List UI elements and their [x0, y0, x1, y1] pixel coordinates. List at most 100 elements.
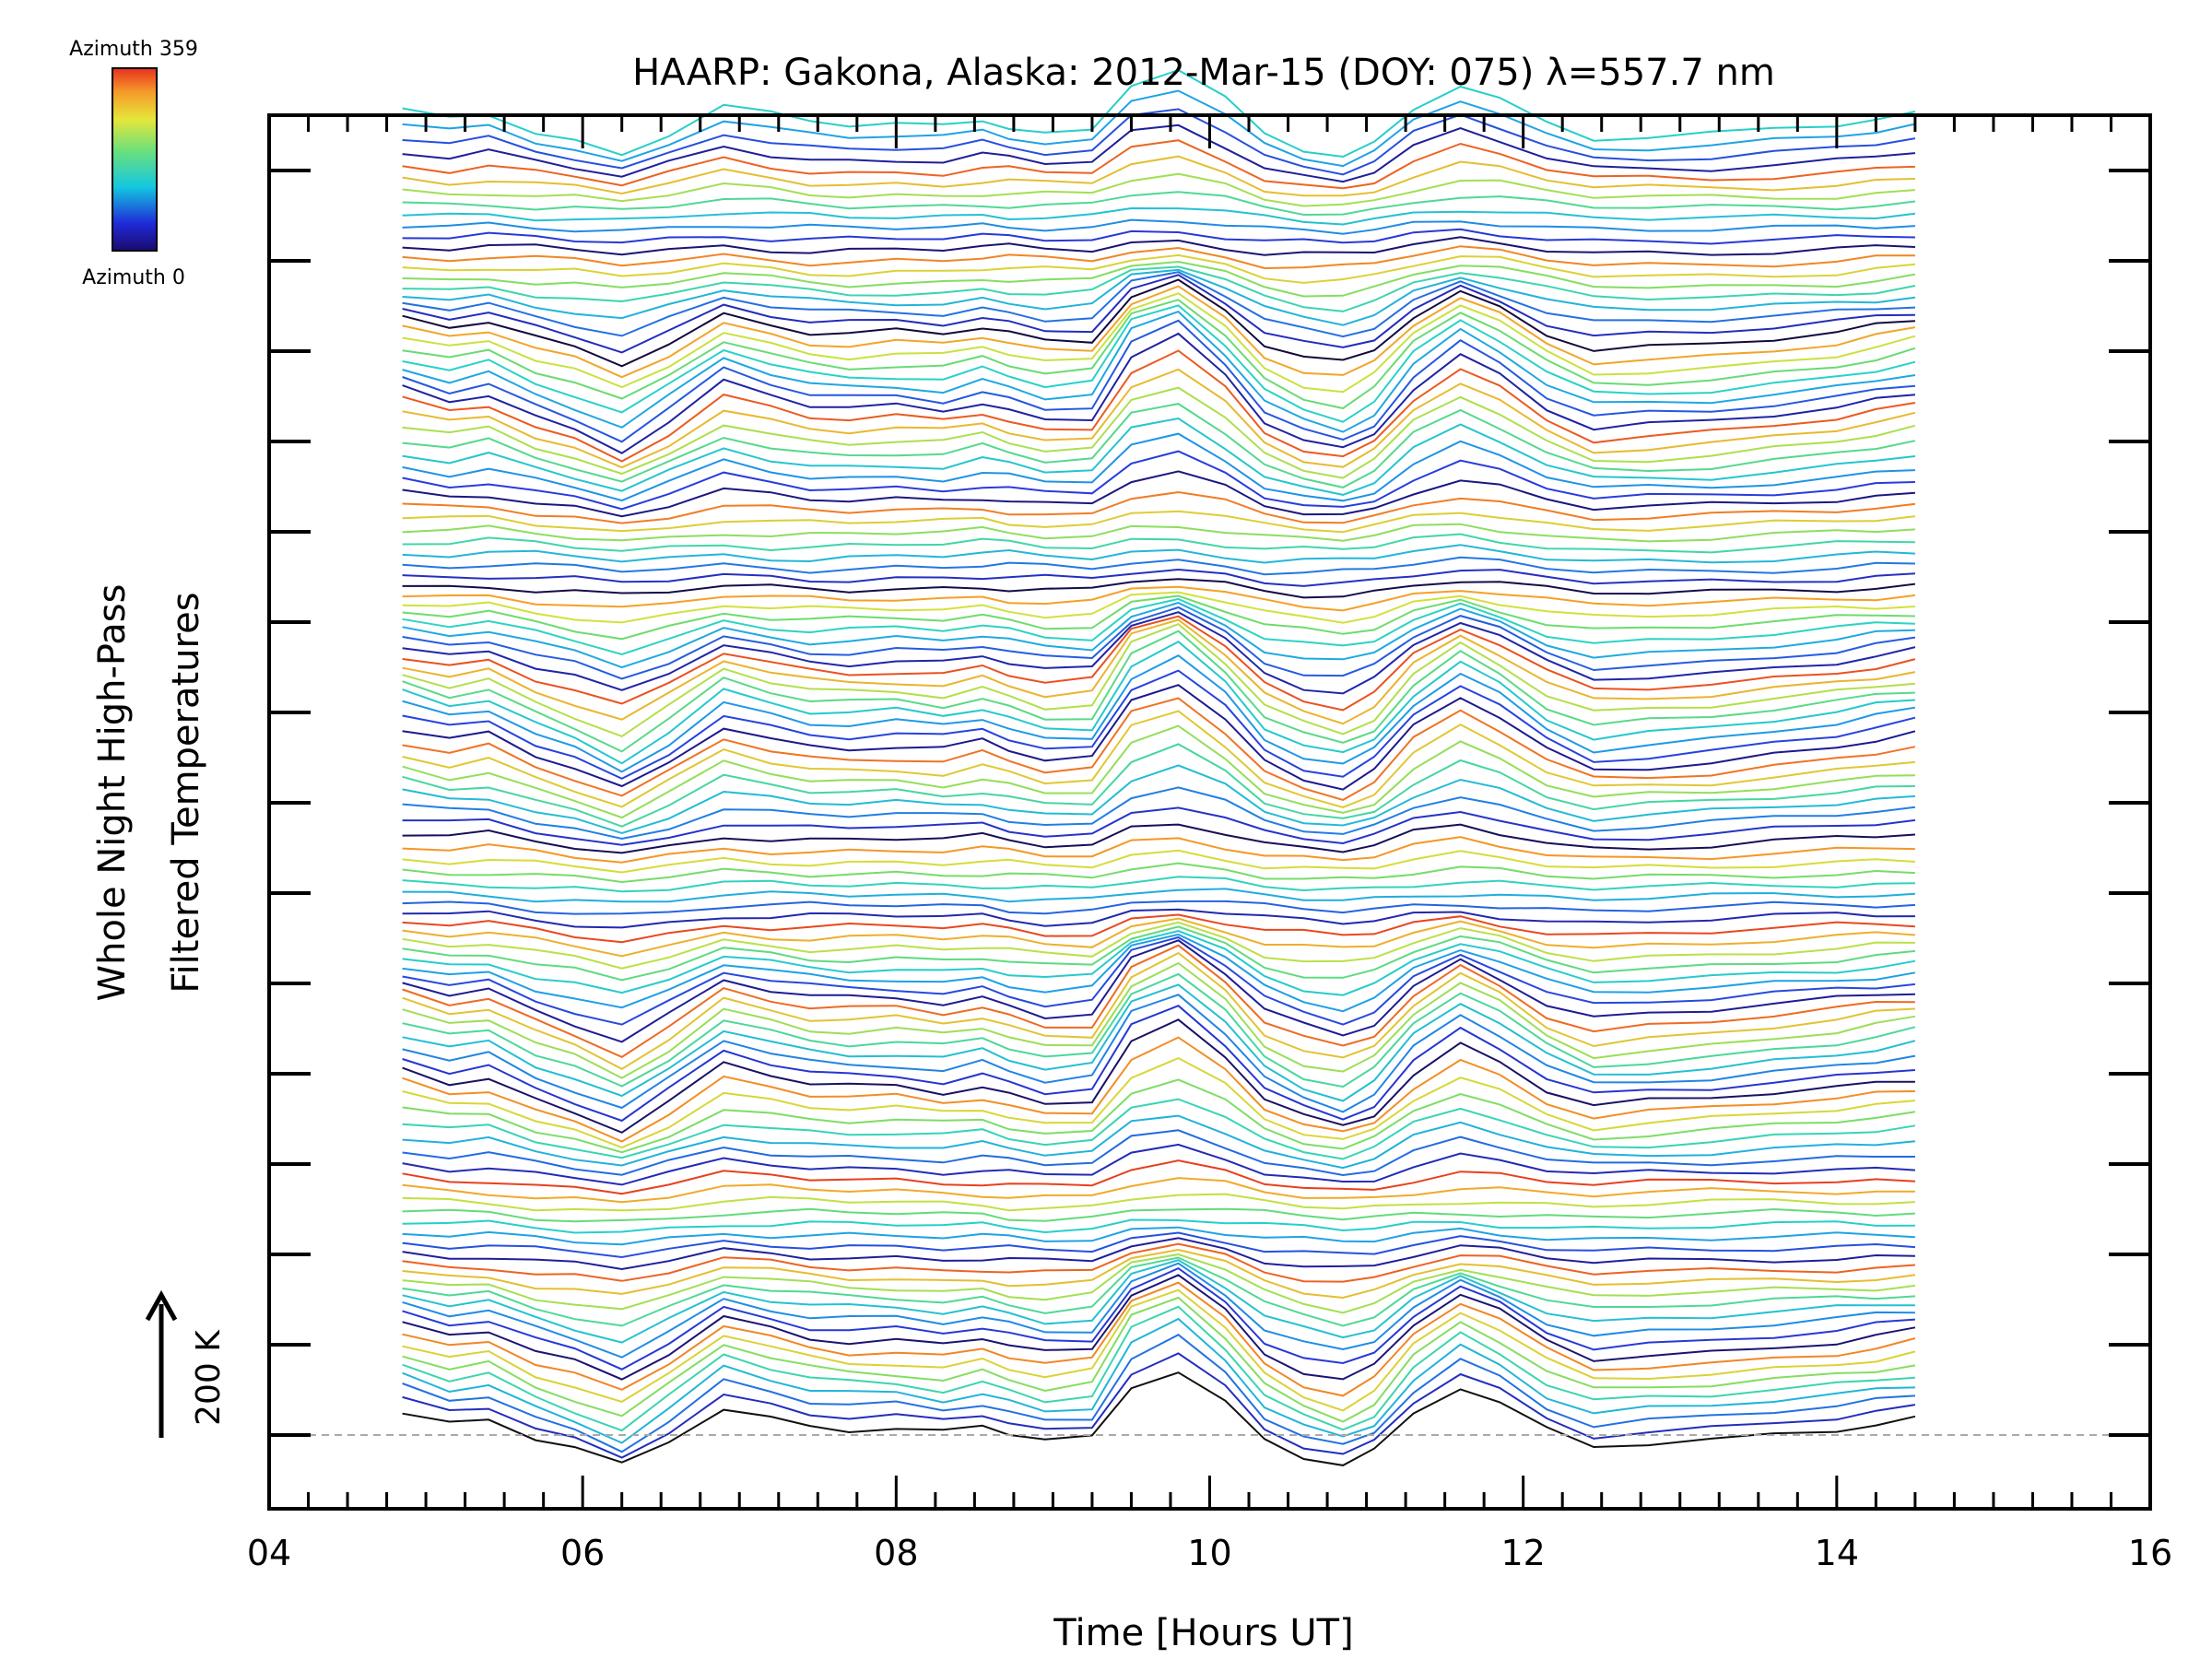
azimuth-trace — [402, 597, 1915, 656]
y-axis-label-line2: Filtered Temperatures — [165, 592, 207, 993]
azimuth-trace — [402, 669, 1916, 780]
azimuth-trace — [402, 69, 1916, 159]
azimuth-trace — [402, 913, 1915, 944]
azimuth-trace — [402, 1281, 1916, 1397]
azimuth-trace — [402, 1259, 1915, 1344]
y-axis-label: Whole Night High-Pass Filtered Temperatu… — [91, 584, 207, 1002]
x-tick-label: 08 — [874, 1533, 918, 1573]
azimuth-trace — [402, 260, 1916, 298]
azimuth-trace — [402, 611, 1916, 695]
x-tick-label: 12 — [1500, 1533, 1545, 1573]
azimuth-trace — [402, 1114, 1915, 1170]
azimuth-trace — [402, 1159, 1915, 1195]
azimuth-trace — [402, 1242, 1915, 1283]
azimuth-trace — [402, 368, 1916, 469]
azimuth-trace — [402, 618, 1916, 725]
azimuth-trace — [402, 417, 1916, 496]
azimuth-trace — [402, 1262, 1915, 1359]
azimuth-trace — [402, 944, 1915, 1059]
colorbar-gradient — [112, 67, 158, 252]
azimuth-trace — [402, 236, 1915, 256]
azimuth-trace — [402, 285, 1916, 379]
azimuth-trace — [402, 299, 1916, 410]
azimuth-trace — [402, 710, 1915, 808]
azimuth-trace — [402, 191, 1916, 217]
azimuth-trace — [402, 310, 1916, 433]
azimuth-trace — [402, 1056, 1915, 1149]
scale-bar-label: 200 K — [190, 1329, 228, 1426]
azimuth-trace — [402, 654, 1916, 773]
x-tick-label: 06 — [560, 1533, 605, 1573]
azimuth-trace — [402, 983, 1916, 1102]
azimuth-trace — [402, 806, 1916, 846]
azimuth-trace — [402, 939, 1915, 1043]
azimuth-trace — [402, 533, 1915, 554]
azimuth-trace — [402, 1098, 1916, 1160]
colorbar-label-bottom: Azimuth 0 — [82, 266, 185, 289]
azimuth-trace — [402, 568, 1915, 587]
azimuth-trace — [402, 349, 1916, 463]
azimuth-trace — [402, 1256, 1915, 1327]
azimuth-trace — [402, 1018, 1915, 1134]
azimuth-trace — [402, 274, 1915, 354]
azimuth-trace — [402, 935, 1916, 1026]
azimuth-trace — [402, 1218, 1915, 1234]
azimuth-trace — [402, 823, 1915, 854]
azimuth-trace — [402, 1288, 1916, 1412]
azimuth-trace — [402, 862, 1915, 884]
x-axis-label: Time [Hours UT] — [1053, 1612, 1353, 1654]
azimuth-trace — [402, 510, 1916, 534]
azimuth-trace — [402, 292, 1916, 394]
azimuth-trace — [402, 206, 1916, 226]
azimuth-trace — [402, 155, 1915, 197]
azimuth-trace — [402, 403, 1916, 488]
azimuth-trace — [402, 601, 1915, 669]
azimuth-trace — [402, 917, 1915, 958]
azimuth-trace — [402, 578, 1916, 599]
azimuth-trace — [402, 697, 1916, 801]
azimuth-trace — [402, 108, 1916, 176]
chart-title: HAARP: Gakona, Alaska: 2012-Mar-15 (DOY:… — [632, 52, 1775, 94]
azimuth-trace — [402, 1078, 1916, 1154]
azimuth-trace — [402, 1253, 1916, 1314]
azimuth-trace — [402, 1266, 1915, 1371]
azimuth-trace — [402, 1193, 1915, 1212]
azimuth-trace — [402, 265, 1916, 312]
azimuth-trace — [402, 615, 1916, 712]
azimuth-trace — [402, 1305, 1915, 1432]
azimuth-trace — [402, 1371, 1916, 1466]
colorbar-label-top: Azimuth 359 — [69, 38, 198, 61]
azimuth-trace — [402, 972, 1916, 1088]
azimuth-trace — [402, 1129, 1915, 1177]
azimuth-trace — [402, 961, 1916, 1079]
azimuth-trace — [402, 888, 1915, 903]
azimuth-traces — [402, 69, 1916, 1466]
scale-bar: 200 K — [145, 1289, 228, 1438]
azimuth-trace — [402, 933, 1916, 1013]
azimuth-trace — [402, 544, 1915, 564]
azimuth-trace — [402, 319, 1915, 443]
azimuth-trace — [402, 585, 1916, 612]
axis-ticks — [267, 115, 2152, 1509]
azimuth-trace — [402, 743, 1915, 828]
azimuth-trace — [402, 556, 1915, 576]
azimuth-trace — [402, 1231, 1915, 1259]
azimuth-trace — [402, 245, 1915, 270]
azimuth-trace — [402, 432, 1915, 502]
azimuth-trace — [402, 89, 1916, 168]
azimuth-trace — [402, 849, 1915, 874]
azimuth-trace — [402, 591, 1915, 624]
azimuth-trace — [402, 1005, 1915, 1123]
azimuth-trace — [402, 606, 1916, 680]
azimuth-trace — [402, 1143, 1915, 1186]
azimuth-trace — [402, 724, 1915, 819]
azimuth-trace — [402, 921, 1915, 970]
azimuth-trace — [402, 1248, 1916, 1300]
azimuth-trace — [402, 1352, 1916, 1459]
scale-bar-arrow-head — [145, 1289, 178, 1322]
azimuth-trace — [402, 1207, 1915, 1223]
azimuth-trace — [402, 951, 1915, 1070]
azimuth-trace — [402, 629, 1915, 753]
azimuth-trace — [402, 930, 1916, 996]
